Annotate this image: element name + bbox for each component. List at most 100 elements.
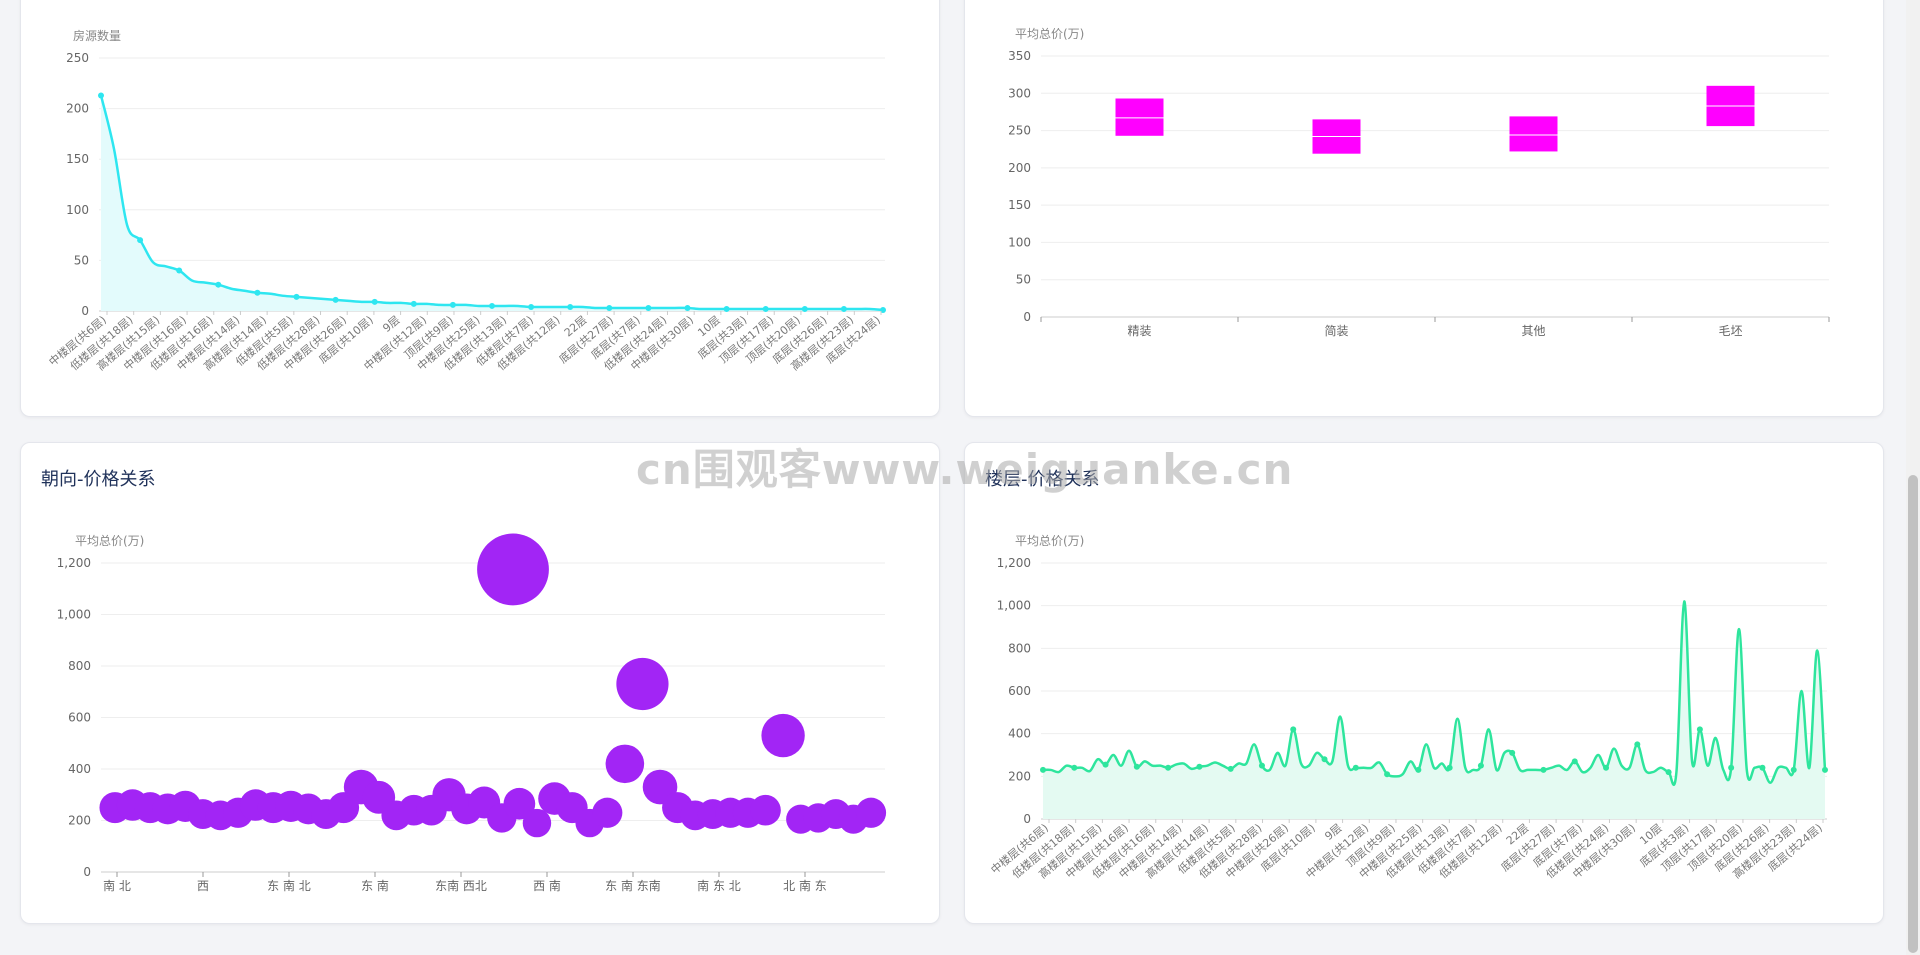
data-point: [1759, 764, 1766, 771]
data-point: [723, 305, 730, 312]
y-tick-label: 400: [68, 762, 91, 776]
y-tick-label: 0: [1023, 812, 1031, 826]
y-tick-label: 1,000: [997, 599, 1031, 613]
data-point: [801, 305, 808, 312]
series-area: [101, 95, 883, 311]
y-tick-label: 0: [83, 865, 91, 879]
y-tick-label: 1,200: [997, 556, 1031, 570]
y-tick-label: 100: [66, 203, 89, 217]
data-point: [215, 281, 222, 288]
y-tick-label: 800: [68, 659, 91, 673]
data-point: [1040, 766, 1046, 773]
data-point: [567, 303, 574, 310]
floor-count-chart: 050100150200250房源数量中楼层(共6层)低楼层(共18层)高楼层(…: [46, 28, 886, 373]
y-tick-label: 300: [1008, 86, 1031, 100]
x-tick-label: 西 南: [533, 878, 561, 893]
y-tick-label: 200: [66, 102, 89, 116]
bubble: [503, 787, 536, 820]
floor-price-title: 楼层-价格关系: [985, 469, 1100, 490]
data-point: [1384, 771, 1391, 778]
data-point: [1790, 766, 1797, 773]
data-point: [1071, 764, 1078, 771]
y-tick-label: 600: [68, 711, 91, 725]
data-point: [332, 296, 339, 303]
bubble: [592, 797, 623, 828]
data-point: [1446, 764, 1453, 771]
data-point: [528, 303, 535, 310]
data-point: [1133, 763, 1140, 770]
data-point: [1352, 764, 1359, 771]
x-tick-label: 东 南 北: [267, 878, 311, 893]
y-tick-label: 400: [1008, 727, 1031, 741]
y-axis-label: 平均总价(万): [1015, 534, 1084, 548]
y-tick-label: 200: [1008, 161, 1031, 175]
data-point: [98, 92, 104, 99]
floor-price-chart: 02004006008001,0001,200平均总价(万)中楼层(共6层)低楼…: [988, 534, 1828, 881]
series-line: [1042, 600, 1827, 787]
floor-count-card: 0 50 100 150 200 250 房源数量 中楼层(共6层) 低楼层(共18层) 高楼层(…: [20, 0, 940, 417]
y-tick-label: 0: [1023, 310, 1031, 324]
bubble: [605, 744, 645, 784]
y-tick-label: 100: [1008, 235, 1031, 249]
y-tick-label: 600: [1008, 684, 1031, 698]
orientation-price-card: 朝向-价格关系 0 200 400 600 800 1,000 1,200 平均总价(万) 南 …: [20, 442, 940, 924]
data-point: [137, 237, 144, 244]
series-area: [1043, 601, 1825, 819]
data-point: [371, 298, 378, 305]
decoration-price-chart: 0 50 100 150 200 250 300 350 平均总价(万) 精装 简装 其他 毛坯: [1008, 27, 1830, 338]
bubble: [855, 797, 887, 828]
data-point: [606, 304, 613, 311]
x-tick-label: 西: [197, 879, 209, 893]
y-tick-label: 200: [1008, 769, 1031, 783]
data-point: [1165, 764, 1172, 771]
bubble: [761, 713, 805, 758]
y-tick-label: 50: [74, 253, 89, 267]
data-point: [1728, 764, 1735, 771]
box: [1115, 98, 1164, 136]
scrollbar-track[interactable]: [1906, 0, 1920, 955]
x-tick-label: 东 南 东南: [605, 878, 661, 893]
data-point: [840, 305, 847, 312]
y-axis-label: 平均总价(万): [75, 534, 144, 548]
x-tick-label: 北 南 东: [783, 878, 827, 893]
y-tick-label: 150: [66, 152, 89, 166]
x-tick-label: 东 南: [361, 878, 389, 893]
data-point: [449, 301, 456, 308]
x-tick-label: 简装: [1324, 324, 1348, 338]
scrollbar-thumb[interactable]: [1908, 475, 1918, 953]
box: [1509, 116, 1558, 152]
y-tick-label: 50: [1016, 273, 1031, 287]
data-point: [254, 289, 261, 296]
y-tick-label: 800: [1008, 641, 1031, 655]
data-point: [762, 305, 769, 312]
data-point: [1102, 761, 1109, 768]
series-line: [99, 95, 884, 312]
x-tick-label: 南 东 北: [697, 878, 741, 893]
y-tick-label: 200: [68, 814, 91, 828]
y-tick-label: 0: [81, 304, 89, 318]
bubble: [616, 657, 669, 711]
data-point: [489, 302, 495, 309]
data-point: [1665, 769, 1672, 776]
x-tick-label: 东南 西北: [435, 878, 487, 893]
data-point: [1290, 726, 1297, 733]
data-point: [1603, 764, 1610, 771]
orientation-price-title: 朝向-价格关系: [41, 469, 156, 490]
data-point: [1571, 758, 1578, 765]
data-point: [293, 293, 300, 300]
y-axis-label: 房源数量: [73, 28, 121, 43]
watermark: cn围观客www.weiguanke.cn: [636, 445, 1294, 494]
bubble: [522, 808, 552, 838]
y-axis-label: 平均总价(万): [1015, 27, 1084, 41]
data-point: [1540, 766, 1547, 773]
y-tick-label: 150: [1008, 198, 1031, 212]
y-tick-label: 250: [1008, 124, 1031, 138]
data-point: [1477, 762, 1484, 769]
decoration-price-card: 0 50 100 150 200 250 300 350 平均总价(万) 精装 简装 其他 毛坯: [964, 0, 1884, 417]
bubble: [477, 533, 549, 606]
data-point: [176, 267, 183, 274]
x-tick-label: 精装: [1127, 324, 1151, 338]
y-tick-label: 1,200: [57, 556, 91, 570]
y-tick-label: 1,000: [57, 608, 91, 622]
y-tick-label: 350: [1008, 49, 1031, 63]
